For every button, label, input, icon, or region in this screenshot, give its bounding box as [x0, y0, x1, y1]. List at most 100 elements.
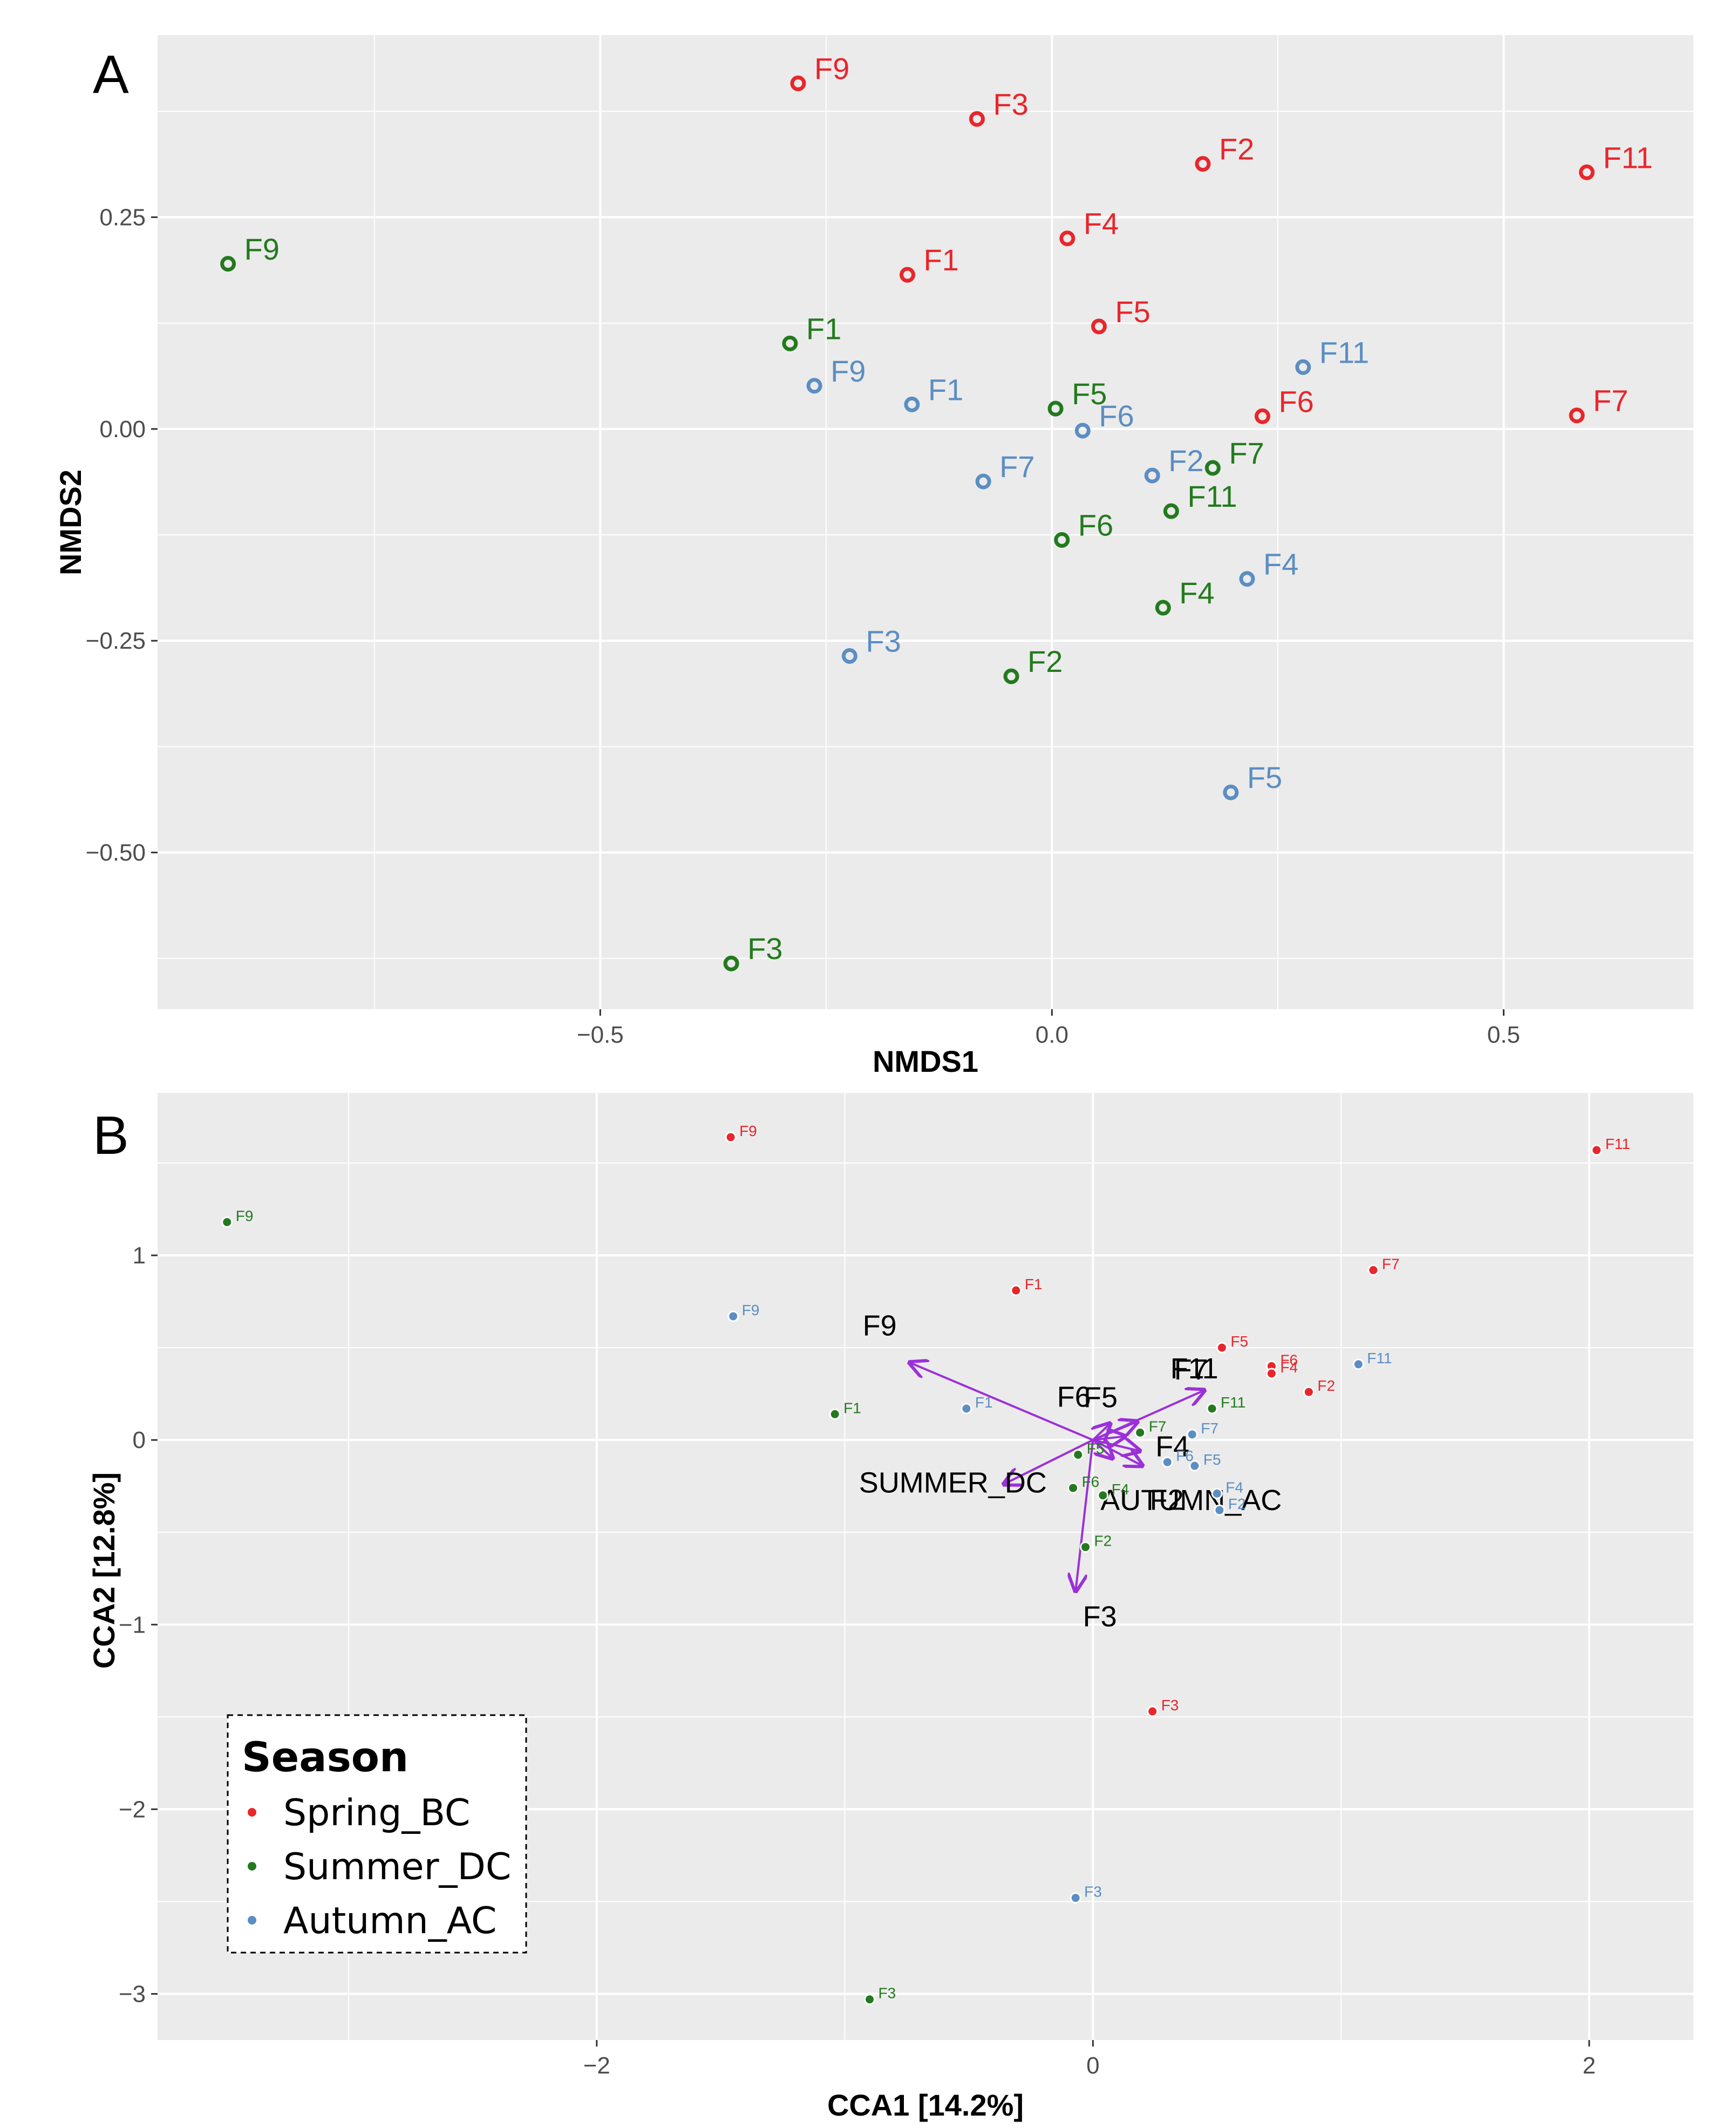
point-Autumn_AC-F3	[841, 648, 857, 664]
point-Autumn_AC-F4	[1239, 571, 1255, 587]
x-tick-label: 0.0	[1036, 1022, 1068, 1048]
biplot-label-F11: F11	[1170, 1352, 1218, 1385]
point-label-Spring_BC-F4: F4	[1084, 207, 1119, 241]
point-Spring_BC-F1	[900, 267, 916, 283]
biplot-label-F2: F2	[1150, 1484, 1184, 1516]
x-tick-label: −2	[583, 2052, 610, 2079]
point-label-Spring_BC-F3: F3	[993, 87, 1028, 121]
point-label-Autumn_AC-F3: F3	[866, 624, 901, 658]
panel-a-y-axis-title: NMDS2	[53, 470, 87, 575]
biplot-arrow-SUMMER_DC	[1004, 1439, 1094, 1484]
biplot-label-F6: F6	[1057, 1381, 1091, 1413]
point-Summer_DC-F6	[1067, 1482, 1079, 1494]
point-label-Spring_BC-F3: F3	[1161, 1697, 1179, 1714]
x-tick-label: 0	[1086, 2052, 1099, 2079]
x-tick-label: −0.5	[577, 1022, 624, 1048]
point-label-Summer_DC-F3: F3	[879, 1985, 896, 2002]
biplot-label-F3: F3	[1083, 1601, 1117, 1633]
point-Spring_BC-F7	[1569, 407, 1585, 424]
point-Summer_DC-F5	[1072, 1449, 1084, 1461]
point-label-Spring_BC-F9: F9	[739, 1123, 757, 1139]
point-Autumn_AC-F3	[1070, 1892, 1081, 1904]
point-label-Autumn_AC-F9: F9	[830, 354, 866, 388]
point-label-Spring_BC-F7: F7	[1593, 384, 1628, 418]
point-label-Autumn_AC-F7: F7	[1201, 1420, 1218, 1437]
point-Spring_BC-F11	[1591, 1144, 1603, 1156]
y-tick-label: 0.25	[99, 204, 146, 230]
legend: Season Spring_BC Summer_DC Autumn_AC	[227, 1714, 527, 1954]
point-label-Summer_DC-F9: F9	[236, 1207, 254, 1224]
point-label-Summer_DC-F9: F9	[244, 232, 280, 266]
legend-title: Season	[242, 1733, 409, 1781]
point-label-Spring_BC-F1: F1	[924, 243, 959, 277]
point-Autumn_AC-F5	[1189, 1460, 1201, 1472]
point-label-Summer_DC-F4: F4	[1112, 1481, 1129, 1498]
point-Autumn_AC-F1	[961, 1403, 972, 1415]
point-Autumn_AC-F2	[1144, 467, 1160, 484]
y-tick-label: −3	[119, 1981, 146, 2007]
point-label-Autumn_AC-F9: F9	[742, 1302, 760, 1318]
point-label-Autumn_AC-F5: F5	[1203, 1451, 1221, 1468]
point-Autumn_AC-F9	[806, 378, 822, 394]
biplot-label-F4: F4	[1155, 1431, 1189, 1463]
point-label-Spring_BC-F11: F11	[1605, 1136, 1630, 1152]
point-label-Autumn_AC-F3: F3	[1084, 1884, 1102, 1900]
point-label-Summer_DC-F5: F5	[1072, 377, 1107, 411]
point-Spring_BC-F11	[1578, 164, 1595, 180]
y-tick-label: −2	[119, 1796, 146, 1823]
y-tick-label: −0.50	[86, 840, 146, 866]
point-label-Spring_BC-F9: F9	[814, 51, 849, 85]
point-Spring_BC-F9	[725, 1131, 737, 1143]
point-label-Spring_BC-F6: F6	[1278, 384, 1313, 418]
point-Spring_BC-F2	[1303, 1386, 1315, 1398]
point-Autumn_AC-F7	[975, 473, 991, 489]
point-Autumn_AC-F11	[1295, 359, 1311, 375]
point-label-Autumn_AC-F2: F2	[1168, 444, 1203, 478]
point-Summer_DC-F2	[1003, 668, 1019, 684]
biplot-arrow-F5	[1093, 1423, 1110, 1440]
point-label-Summer_DC-F7: F7	[1149, 1418, 1167, 1434]
biplot-label-SUMMER_DC: SUMMER_DC	[859, 1466, 1047, 1499]
point-Summer_DC-F9	[220, 256, 236, 272]
legend-swatch-summer	[248, 1862, 256, 1871]
point-label-Autumn_AC-F2: F2	[1228, 1495, 1246, 1512]
legend-swatch-autumn	[248, 1916, 256, 1925]
point-Autumn_AC-F4	[1211, 1487, 1223, 1499]
x-tick-label: 2	[1583, 2052, 1596, 2079]
y-tick-label: 1	[133, 1242, 146, 1269]
point-Spring_BC-F2	[1195, 156, 1211, 172]
point-label-Autumn_AC-F4: F4	[1263, 547, 1298, 581]
point-Summer_DC-F4	[1097, 1490, 1109, 1501]
panel-b-y-axis-title: CCA2 [12.8%]	[87, 1472, 121, 1669]
point-Spring_BC-F3	[969, 111, 985, 127]
point-Summer_DC-F1	[782, 335, 798, 351]
point-label-Spring_BC-F2: F2	[1317, 1377, 1335, 1394]
point-Spring_BC-F5	[1216, 1342, 1228, 1354]
point-Spring_BC-F1	[1010, 1284, 1022, 1296]
panel-a-grid	[158, 35, 1693, 1009]
point-label-Summer_DC-F4: F4	[1179, 576, 1214, 610]
point-label-Summer_DC-F6: F6	[1082, 1473, 1100, 1490]
point-label-Spring_BC-F2: F2	[1219, 132, 1254, 166]
point-label-Summer_DC-F7: F7	[1229, 436, 1264, 470]
point-label-Summer_DC-F6: F6	[1078, 508, 1113, 542]
panel-b-grid	[158, 1093, 1693, 2040]
point-label-Spring_BC-F5: F5	[1230, 1333, 1248, 1350]
panel-a-letter: A	[93, 44, 129, 105]
point-Autumn_AC-F5	[1223, 784, 1239, 800]
point-label-Summer_DC-F11: F11	[1221, 1394, 1245, 1411]
point-Summer_DC-F11	[1163, 503, 1179, 519]
legend-label-spring: Spring_BC	[283, 1792, 470, 1834]
point-Spring_BC-F4	[1265, 1368, 1277, 1379]
point-label-Summer_DC-F1: F1	[843, 1399, 861, 1416]
point-label-Summer_DC-F2: F2	[1027, 644, 1063, 678]
point-Summer_DC-F7	[1134, 1426, 1146, 1438]
y-tick-label: −0.25	[86, 628, 146, 654]
point-Summer_DC-F2	[1080, 1541, 1092, 1553]
panel-b-x-axis-title: CCA1 [14.2%]	[827, 2088, 1024, 2122]
point-Summer_DC-F1	[829, 1408, 841, 1420]
point-Spring_BC-F6	[1254, 408, 1270, 424]
y-tick-label: 0	[133, 1427, 146, 1453]
